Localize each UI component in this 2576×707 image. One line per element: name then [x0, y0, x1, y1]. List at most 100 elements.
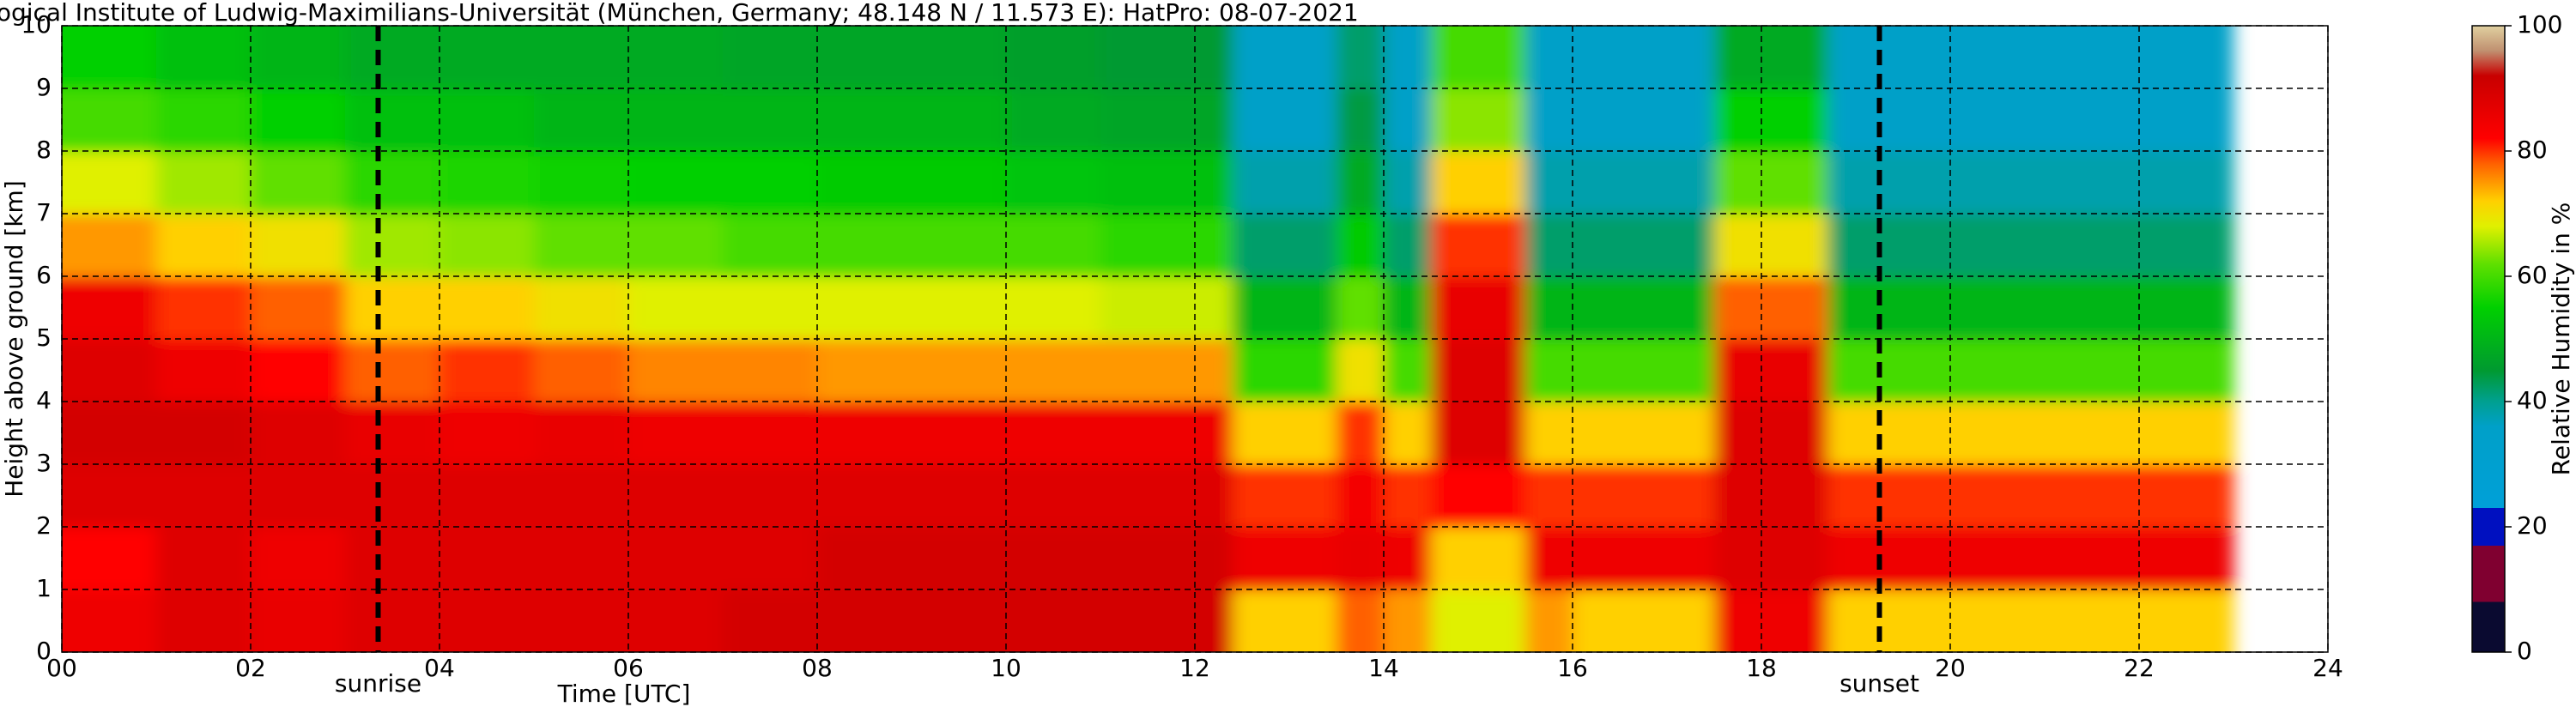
heat-cell — [1006, 151, 1101, 215]
x-tick-label: 20 — [1935, 654, 1966, 682]
heat-cell — [1006, 276, 1101, 340]
heat-cell — [1667, 214, 1715, 277]
heat-cell — [1100, 402, 1233, 465]
heat-cell — [345, 339, 440, 402]
heat-cell — [1950, 214, 2046, 277]
heat-cell — [534, 339, 629, 402]
heat-cell — [1384, 276, 1432, 340]
colorbar — [2471, 25, 2506, 653]
heat-cell — [62, 276, 157, 340]
heat-cell — [628, 26, 724, 89]
heat-cell — [1714, 151, 1828, 215]
heat-cell — [1714, 464, 1828, 528]
heat-cell — [1950, 589, 2046, 652]
heat-cell — [251, 151, 346, 215]
heat-cell — [817, 527, 912, 590]
heat-cell — [817, 276, 912, 340]
heat-cell — [1573, 214, 1668, 277]
heat-cell — [1384, 214, 1432, 277]
heat-cell — [1233, 527, 1337, 590]
heat-cell — [1431, 151, 1526, 215]
heat-cell — [1667, 527, 1715, 590]
x-tick-label: 18 — [1746, 654, 1777, 682]
y-tick-label: 0 — [36, 637, 52, 665]
heat-cell — [62, 88, 157, 152]
heat-cell — [1667, 339, 1715, 402]
heat-cell — [439, 339, 535, 402]
heat-cell — [1827, 402, 1951, 465]
heat-cell — [1667, 464, 1715, 528]
x-tick-label: 06 — [613, 654, 644, 682]
heat-cell — [1827, 464, 1951, 528]
heat-cell — [1827, 589, 1951, 652]
y-tick-label: 7 — [36, 198, 52, 227]
heat-cell — [156, 464, 252, 528]
heat-cell — [345, 26, 440, 89]
heat-cell — [1233, 88, 1337, 152]
heat-cell — [1573, 402, 1668, 465]
colorbar-label: Relative Humidity in % — [2547, 202, 2575, 476]
heat-cell — [1384, 339, 1432, 402]
heat-cell — [439, 151, 535, 215]
heat-cell — [817, 214, 912, 277]
heat-cell — [1006, 589, 1101, 652]
heat-cell — [1431, 26, 1526, 89]
heat-cell — [912, 339, 1007, 402]
heat-cell — [1525, 589, 1573, 652]
heat-cell — [62, 402, 157, 465]
heat-cell — [1950, 26, 2046, 89]
x-axis-label: Time [UTC] — [557, 680, 691, 707]
heat-cell — [1667, 402, 1715, 465]
cells — [62, 26, 2234, 652]
heat-cell — [345, 88, 440, 152]
heat-cell — [1827, 214, 1951, 277]
heat-cell — [912, 589, 1007, 652]
heat-cell — [156, 26, 252, 89]
heat-cell — [1384, 26, 1432, 89]
heat-cell — [1714, 276, 1828, 340]
heat-cell — [1667, 26, 1715, 89]
heat-cell — [723, 464, 818, 528]
heat-cell — [628, 339, 724, 402]
heat-cell — [251, 88, 346, 152]
heat-cell — [251, 214, 346, 277]
heat-cell — [1431, 402, 1526, 465]
heat-cell — [156, 276, 252, 340]
heat-cell — [817, 339, 912, 402]
y-tick-label: 6 — [36, 261, 52, 289]
heat-cell — [1100, 589, 1233, 652]
heat-cell — [1714, 214, 1828, 277]
heat-cell — [1431, 88, 1526, 152]
heat-cell — [156, 527, 252, 590]
heat-cell — [1006, 339, 1101, 402]
x-tick-label: 22 — [2124, 654, 2155, 682]
heat-cell — [723, 151, 818, 215]
heat-cell — [1336, 214, 1385, 277]
event-label: sunset — [1840, 669, 1919, 698]
heat-cell — [156, 151, 252, 215]
heat-cell — [534, 276, 629, 340]
y-tick-label: 10 — [21, 10, 52, 39]
event-label: sunrise — [335, 669, 421, 698]
heat-cell — [1950, 527, 2046, 590]
heat-cell — [1006, 214, 1101, 277]
heat-cell — [1100, 214, 1233, 277]
heat-cell — [1384, 527, 1432, 590]
heat-cell — [534, 589, 629, 652]
heat-cell — [1431, 214, 1526, 277]
heat-cell — [912, 276, 1007, 340]
heat-cell — [534, 402, 629, 465]
heat-cell — [1336, 26, 1385, 89]
heat-cell — [1100, 276, 1233, 340]
heat-cell — [439, 88, 535, 152]
heat-cell — [1525, 527, 1573, 590]
heat-cell — [817, 464, 912, 528]
heat-cell — [1525, 276, 1573, 340]
heat-cell — [1950, 276, 2046, 340]
heat-cell — [1827, 276, 1951, 340]
heat-cell — [156, 402, 252, 465]
heat-cell — [439, 464, 535, 528]
heat-cell — [1525, 402, 1573, 465]
heat-cell — [628, 88, 724, 152]
heat-cell — [439, 402, 535, 465]
